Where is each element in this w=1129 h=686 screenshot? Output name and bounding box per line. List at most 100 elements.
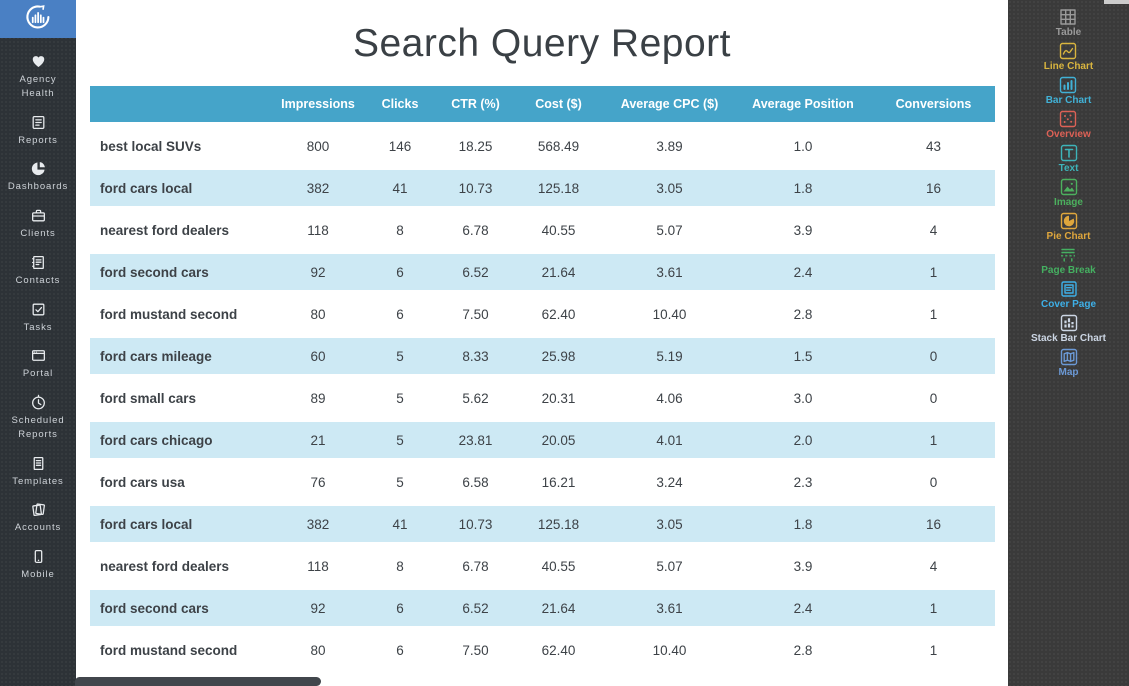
widget-item-bar-chart[interactable]: Bar Chart — [1046, 75, 1091, 106]
value-cell: 2.8 — [793, 306, 813, 322]
table-row: ford cars mileage 60 5 8.33 25.98 5.19 1.5 0 — [90, 338, 995, 374]
sidebar-item-agency-health[interactable]: Agency Health — [0, 46, 76, 107]
value-cell: 6 — [361, 254, 439, 290]
widget-item-label: Overview — [1046, 129, 1091, 140]
value-cell: 125.18 — [512, 506, 605, 542]
table-row: ford mustand second 80 6 7.50 62.40 10.40 2.8 1 — [90, 632, 995, 668]
query-cell: ford mustand second — [100, 642, 238, 658]
smartphone-icon — [30, 548, 47, 565]
value-cell: 1 — [872, 254, 995, 290]
value-cell: 7.50 — [462, 306, 489, 322]
value-cell: 18.25 — [458, 138, 493, 154]
table-row: ford cars local 382 41 10.73 125.18 3.05 1.8 16 — [90, 170, 995, 206]
query-cell: ford small cars — [100, 390, 197, 406]
widget-item-map[interactable]: Map — [1059, 347, 1079, 378]
value-cell: 16 — [872, 170, 995, 206]
value-cell: 146 — [388, 138, 412, 154]
widget-item-page-break[interactable]: Page Break — [1041, 245, 1096, 276]
sidebar-item-label: Agency Health — [19, 74, 57, 99]
value-cell: 21.64 — [512, 254, 605, 290]
value-cell: 382 — [275, 506, 361, 542]
widget-item-line-chart[interactable]: Line Chart — [1044, 41, 1093, 72]
value-cell: 3.0 — [793, 390, 813, 406]
value-cell: 3.05 — [605, 506, 734, 542]
widget-item-label: Pie Chart — [1046, 231, 1091, 242]
value-cell: 5.07 — [656, 558, 683, 574]
widget-item-image[interactable]: Image — [1054, 177, 1083, 208]
value-cell: 5.07 — [656, 222, 683, 238]
value-cell: 8 — [396, 558, 404, 574]
value-cell: 3.24 — [656, 474, 683, 490]
value-cell: 2.3 — [793, 474, 813, 490]
value-cell: 568.49 — [537, 138, 580, 154]
sidebar-item-dashboards[interactable]: Dashboards — [0, 153, 76, 200]
widget-item-text[interactable]: Text — [1059, 143, 1079, 174]
value-cell: 8 — [396, 222, 404, 238]
sidebar-item-label: Portal — [22, 368, 54, 380]
scrollbar-thumb[interactable] — [1104, 0, 1129, 4]
value-cell: 1.8 — [734, 506, 872, 542]
value-cell: 2.8 — [793, 642, 813, 658]
sidebar-item-contacts[interactable]: Contacts — [0, 247, 76, 294]
line-chart-icon — [1058, 41, 1078, 61]
query-cell: best local SUVs — [100, 138, 202, 154]
left-sidebar: Agency Health Reports Dashboards Clients Con… — [0, 0, 76, 686]
value-cell: 5 — [361, 422, 439, 458]
value-cell: 1.5 — [734, 338, 872, 374]
value-cell: 5 — [396, 474, 404, 490]
value-cell: 62.40 — [541, 642, 576, 658]
sidebar-item-portal[interactable]: Portal — [0, 340, 76, 387]
report-canvas: Search Query Report Impressions Clicks C… — [75, 0, 1008, 686]
report-icon — [30, 114, 47, 131]
widget-item-label: Page Break — [1041, 265, 1096, 276]
query-cell: ford cars local — [90, 170, 275, 206]
table-row: ford mustand second 80 6 7.50 62.40 10.40 2.8 1 — [90, 296, 995, 332]
briefcase-icon — [30, 207, 47, 224]
sidebar-item-reports[interactable]: Reports — [0, 107, 76, 154]
search-query-table[interactable]: Impressions Clicks CTR (%) Cost ($) Aver… — [90, 80, 995, 674]
widget-item-label: Image — [1054, 197, 1083, 208]
pages-icon — [30, 501, 47, 518]
page-break-icon — [1058, 245, 1078, 265]
value-cell: 1.8 — [734, 170, 872, 206]
widget-item-pie-chart[interactable]: Pie Chart — [1046, 211, 1091, 242]
widget-item-cover-page[interactable]: Cover Page — [1041, 279, 1096, 310]
stack-bar-chart-icon — [1059, 313, 1079, 333]
value-cell: 89 — [310, 390, 326, 406]
sidebar-item-scheduled-reports[interactable]: Scheduled Reports — [0, 387, 76, 448]
widget-item-overview[interactable]: Overview — [1046, 109, 1091, 140]
sidebar-item-clients[interactable]: Clients — [0, 200, 76, 247]
sidebar-item-mobile[interactable]: Mobile — [0, 541, 76, 588]
address-book-icon — [30, 254, 47, 271]
widget-item-table[interactable]: Table — [1056, 7, 1081, 38]
table-row: ford cars usa 76 5 6.58 16.21 3.24 2.3 0 — [90, 464, 995, 500]
sidebar-item-label: Reports — [18, 134, 58, 146]
scatter-overview-icon — [1058, 109, 1078, 129]
value-cell: 1 — [929, 306, 938, 322]
sidebar-item-tasks[interactable]: Tasks — [0, 294, 76, 341]
column-header-average-position: Average Position — [734, 86, 872, 122]
bottom-toolbar-partial[interactable] — [75, 677, 321, 686]
value-cell: 20.31 — [541, 390, 576, 406]
value-cell: 118 — [307, 558, 329, 574]
value-cell: 40.55 — [541, 222, 576, 238]
app-logo[interactable] — [0, 0, 76, 38]
widget-item-stack-bar-chart[interactable]: Stack Bar Chart — [1031, 313, 1106, 344]
browser-icon — [30, 347, 47, 364]
value-cell: 5.19 — [605, 338, 734, 374]
column-header-cost: Cost ($) — [512, 86, 605, 122]
value-cell: 5 — [396, 390, 404, 406]
value-cell: 6 — [396, 306, 404, 322]
column-header-impressions: Impressions — [275, 86, 361, 122]
sidebar-item-templates[interactable]: Templates — [0, 448, 76, 495]
table-row: ford second cars 92 6 6.52 21.64 3.61 2.4 1 — [90, 590, 995, 626]
value-cell: 8.33 — [439, 338, 512, 374]
table-row: ford second cars 92 6 6.52 21.64 3.61 2.4 1 — [90, 254, 995, 290]
column-header-conversions: Conversions — [872, 86, 995, 122]
value-cell: 6.78 — [462, 222, 489, 238]
widget-item-label: Cover Page — [1040, 299, 1097, 310]
table-row: ford cars local 382 41 10.73 125.18 3.05 1.8 16 — [90, 506, 995, 542]
sidebar-item-accounts[interactable]: Accounts — [0, 494, 76, 541]
widget-item-label: Text — [1058, 163, 1079, 174]
value-cell: 10.73 — [439, 170, 512, 206]
